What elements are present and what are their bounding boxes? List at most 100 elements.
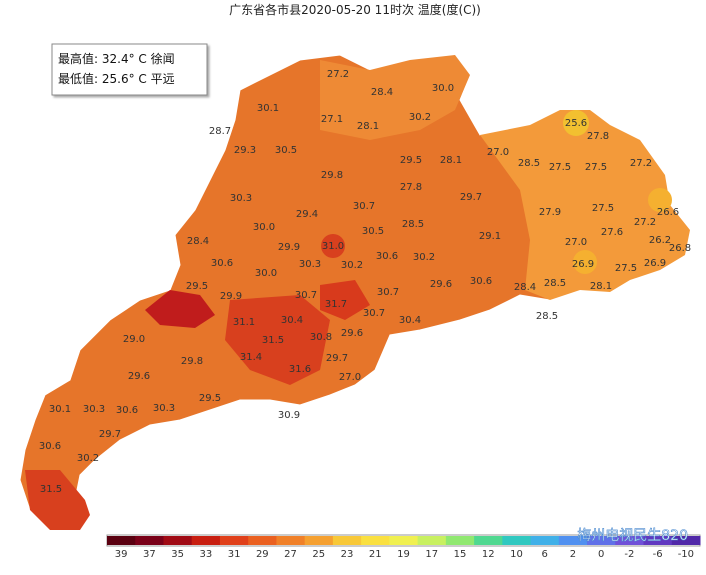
temp-label: 28.5 [536,311,558,322]
scale-swatch [191,536,221,545]
temp-label: 29.7 [326,353,348,364]
temp-label: 30.4 [399,315,421,326]
temp-label: 28.1 [357,121,379,132]
scale-swatch [389,536,419,545]
temp-label: 29.8 [181,356,203,367]
map-title: 广东省各市县2020-05-20 11时次 温度(度(C)) [229,2,481,17]
temp-label: 26.6 [657,207,679,218]
scale-label: -6 [653,549,663,560]
temp-label: 27.9 [539,207,561,218]
temp-label: 30.7 [377,287,399,298]
info-frame [51,43,208,96]
temp-label: 30.8 [310,332,332,343]
hottest-region [145,290,215,328]
scale-label: 12 [482,549,495,560]
temp-label: 29.6 [128,371,150,382]
info-max: 最高值: 32.4° C 徐闻 [58,51,175,66]
scale-swatch [219,536,249,545]
scale-swatch [304,536,334,545]
temp-label: 30.2 [77,453,99,464]
temp-label: 30.3 [83,404,105,415]
temp-label: 31.7 [325,299,347,310]
temp-label: 30.6 [211,258,233,269]
scale-swatch [332,536,362,545]
temp-label: 31.6 [289,364,311,375]
temp-label: 28.4 [371,87,393,98]
scale-label: 27 [284,549,297,560]
hot-region [320,280,370,320]
temp-label: 29.7 [460,192,482,203]
cool-spot [563,110,589,136]
temp-label: 27.8 [587,131,609,142]
temp-label: 27.5 [585,162,607,173]
temp-label: 27.6 [601,227,623,238]
temp-label: 27.1 [321,114,343,125]
scale-label: 15 [454,549,467,560]
temp-label: 27.8 [400,182,422,193]
scale-swatch [671,536,701,545]
temp-label: 30.9 [278,410,300,421]
temp-label: 29.3 [234,145,256,156]
temp-label: 29.7 [99,429,121,440]
temp-label: 31.5 [40,484,62,495]
temp-label: 29.5 [186,281,208,292]
scale-label: 23 [341,549,354,560]
scale-swatch [163,536,193,545]
temp-label: 30.6 [470,276,492,287]
scale-swatch [445,536,475,545]
temp-label: 29.0 [123,334,145,345]
scale-label: 10 [510,549,523,560]
temp-label: 30.6 [376,251,398,262]
temp-label: 30.0 [253,222,275,233]
scale-swatch [417,536,447,545]
hot-spot [321,234,345,258]
temp-label: 30.2 [409,112,431,123]
temp-label: 30.7 [295,290,317,301]
temp-label: 30.4 [281,315,303,326]
scale-label: -2 [624,549,634,560]
scale-swatch [587,536,616,545]
temp-label: 29.5 [400,155,422,166]
temp-label: 30.6 [39,441,61,452]
scale-label: 33 [199,549,212,560]
temp-label: 28.7 [209,126,231,137]
scale-label: 2 [570,549,576,560]
scale-label: 19 [397,549,410,560]
temp-label: 29.9 [278,242,300,253]
scale-swatch [248,536,277,545]
temp-label: 27.5 [549,162,571,173]
scale-label: 17 [425,549,438,560]
scale-label: 21 [369,549,382,560]
temp-label: 28.4 [514,282,536,293]
temp-label: 28.4 [187,236,209,247]
temp-label: 30.3 [230,193,252,204]
scale-swatch [361,536,390,545]
temp-label: 29.8 [321,170,343,181]
temp-label: 27.2 [634,217,656,228]
temp-label: 29.6 [430,279,452,290]
temp-label: 27.0 [565,237,587,248]
temp-label: 28.5 [544,278,566,289]
scale-swatch [615,536,645,545]
scale-label: 29 [256,549,269,560]
temp-label: 30.5 [275,145,297,156]
temp-label: 27.2 [630,158,652,169]
scale-label: 37 [143,549,156,560]
temp-label: 30.1 [49,404,71,415]
temp-label: 28.5 [518,158,540,169]
temp-label: 28.5 [402,219,424,230]
east-region [480,110,690,300]
temp-label: 28.1 [590,281,612,292]
temp-label: 30.3 [153,403,175,414]
temp-label: 31.0 [322,241,344,252]
cool-spot [573,250,597,274]
temp-label: 27.5 [615,263,637,274]
temp-label: 27.0 [339,372,361,383]
temp-label: 26.8 [669,243,691,254]
temp-label: 29.5 [199,393,221,404]
scale-swatch [502,536,532,545]
temp-label: 30.0 [432,83,454,94]
temp-label: 30.5 [362,226,384,237]
scale-swatch [276,536,306,545]
watermark: 梅州电视民生820 [577,528,688,544]
